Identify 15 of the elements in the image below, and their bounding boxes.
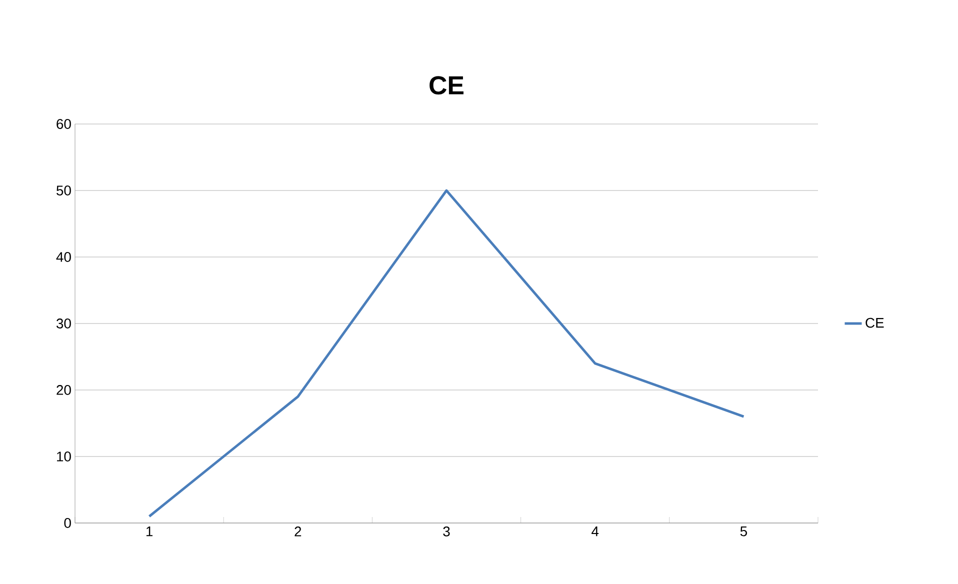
x-tick-label: 5 [740,526,747,536]
line-series [148,189,745,518]
y-tick-label: 20 [56,385,71,395]
chart-title: CE [430,76,464,94]
x-tick-label: 4 [592,526,599,536]
legend-label: CE [866,318,884,328]
y-tick-label: 60 [56,119,71,129]
x-tick-label: 3 [443,526,450,536]
y-tick-label: 0 [64,518,71,528]
y-tick-label: 40 [56,252,71,262]
y-tick-label: 10 [57,452,71,462]
y-tick-label: 30 [56,318,71,328]
x-tick-label: 2 [294,526,302,536]
y-tick-label: 50 [56,186,71,196]
x-tick-label: 1 [146,526,152,536]
